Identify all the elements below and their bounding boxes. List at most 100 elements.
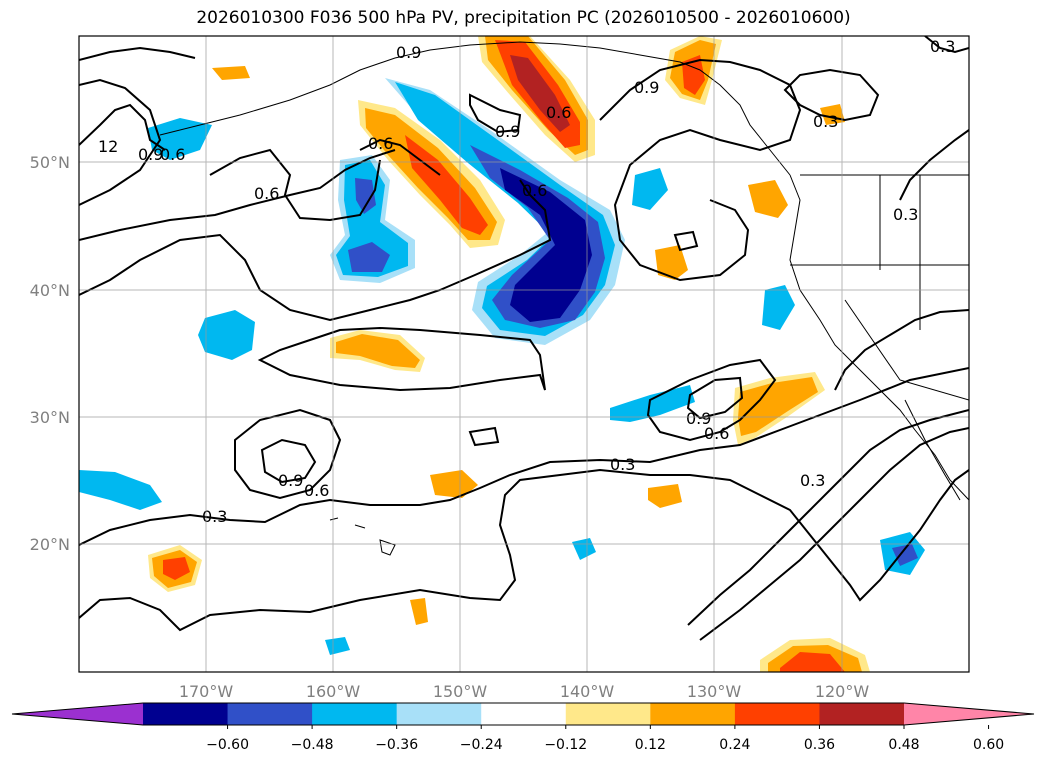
colorbar-extend-high [904, 703, 1034, 725]
longitude-labels: 170°W 160°W 150°W 140°W 130°W 120°W [179, 682, 870, 701]
neg-anomaly-170w [198, 310, 255, 360]
contour-label: 0.3 [813, 112, 838, 131]
contour-0.9-n [469, 93, 522, 134]
contour-label: 0.9 [495, 122, 520, 141]
lon-label: 140°W [560, 682, 615, 701]
state-border-3 [844, 299, 969, 401]
contour-label: 0.6 [522, 181, 547, 200]
coastlines [159, 41, 969, 556]
contour-top-right [924, 36, 969, 54]
contour-label: 0.3 [202, 507, 227, 526]
contour-0.3-lower [79, 468, 969, 632]
colorbar-tick-label: 0.36 [804, 737, 835, 753]
pos-anomaly-small-1 [212, 66, 250, 80]
contour-0.9-ne [599, 58, 802, 282]
pos-anomaly-small-2 [410, 598, 428, 625]
contour-small-2 [673, 230, 699, 252]
pos-anomaly-42n [655, 245, 688, 280]
contour-label: 0.9 [278, 471, 303, 490]
contour-0.6-nw2 [209, 148, 381, 222]
colorbar-tick-label: −0.12 [544, 737, 587, 753]
colorbar-swatch [819, 703, 905, 725]
contour-0.6-low [234, 408, 342, 500]
contour-0.3-south [79, 367, 969, 546]
contour-0.6-nw [79, 149, 396, 241]
lon-label: 170°W [179, 682, 234, 701]
pos-anomaly-25n [430, 470, 478, 498]
contour-label: 12 [98, 137, 118, 156]
pos-anomaly-30n-mid [738, 377, 818, 436]
colorbar-tick-label: −0.60 [206, 737, 249, 753]
contour-0.3-se [687, 409, 969, 626]
neg-anomaly-w-strong [348, 178, 390, 272]
colorbar-extend-low [12, 703, 143, 725]
colorbar-swatch [227, 703, 313, 725]
contour-0.3-ne [783, 68, 880, 122]
neg-anomaly-137w [610, 385, 695, 422]
colorbar-swatch [481, 703, 567, 725]
contour-label: 0.9 [634, 78, 659, 97]
pos-anomaly-bottom-strong [780, 652, 845, 672]
map-frame [78, 35, 970, 673]
gridlines [79, 36, 969, 672]
contour-label: 0.3 [930, 37, 955, 56]
colorbar-tick-label: 0.48 [888, 737, 919, 753]
colorbar-swatch [312, 703, 398, 725]
neg-anomaly-main-max [500, 168, 592, 322]
contour-0.6-mid [79, 179, 552, 322]
contour-0.3-right [834, 309, 969, 391]
contour-0.9-low [260, 438, 317, 484]
contour-label: 0.9 [138, 145, 163, 164]
colorbar-tick-label: 0.24 [719, 737, 750, 753]
contour-label: 0.3 [610, 455, 635, 474]
lat-label: 20°N [30, 535, 70, 554]
colorbar-swatch [734, 703, 820, 725]
pos-anomaly-47n [748, 180, 788, 218]
contour-labels: 0.9 0.6 0.9 0.9 0.6 0.6 0.6 0.3 0.3 0.3 … [98, 37, 955, 526]
lat-label: 40°N [30, 281, 70, 300]
state-border-2 [879, 175, 921, 330]
colorbar-tick-label: 0.12 [635, 737, 666, 753]
lon-label: 160°W [306, 682, 361, 701]
contour-0.3-se2 [699, 427, 969, 641]
neg-anomaly-bottom-small [325, 637, 350, 655]
pos-anomaly-nw-strong [405, 135, 488, 235]
pos-anomaly-18n-strong [163, 557, 190, 580]
map-title: 2026010300 F036 500 hPa PV, precipitatio… [196, 8, 851, 28]
neg-anomaly-w-mid [336, 160, 408, 277]
colorbar-swatch [650, 703, 736, 725]
contour-small-1 [468, 426, 500, 447]
hawaii [329, 517, 396, 556]
neg-anomaly-left [79, 470, 162, 510]
contour-0.3-ne2 [899, 129, 969, 201]
lon-label: 130°W [687, 682, 742, 701]
pos-anomaly-24n [648, 484, 682, 508]
colorbar-tick-label: −0.24 [460, 737, 503, 753]
contour-top-left [79, 46, 196, 61]
contour-label: 0.9 [686, 409, 711, 428]
lat-label: 50°N [30, 153, 70, 172]
contour-0.9-east [686, 376, 744, 420]
alaska-coast [159, 41, 791, 176]
contour-label: 0.6 [368, 134, 393, 153]
contour-0.6-n [359, 138, 441, 176]
contour-label: 0.3 [800, 471, 825, 490]
contour-label: 0.6 [254, 184, 279, 203]
neg-anomaly-124w [762, 285, 795, 330]
contour-label: 0.6 [304, 481, 329, 500]
neg-anomaly-135w [632, 168, 668, 210]
contour-0.9-nw [79, 78, 162, 206]
colorbar: −0.60 −0.48 −0.36 −0.24 −0.12 0.12 0.24 0.36 0.4… [11, 702, 1035, 753]
contour-label: 0.6 [160, 145, 185, 164]
colorbar-swatch [396, 703, 482, 725]
colorbar-tick-label: 0.60 [973, 737, 1004, 753]
contour-label: 0.9 [396, 43, 421, 62]
contour-label: 0.6 [546, 103, 571, 122]
colorbar-tick-label: −0.36 [375, 737, 418, 753]
colorbar-swatch [143, 703, 229, 725]
colorbar-tick-label: −0.48 [291, 737, 334, 753]
lon-label: 120°W [815, 682, 870, 701]
lon-label: 150°W [433, 682, 488, 701]
contour-12 [79, 103, 166, 151]
